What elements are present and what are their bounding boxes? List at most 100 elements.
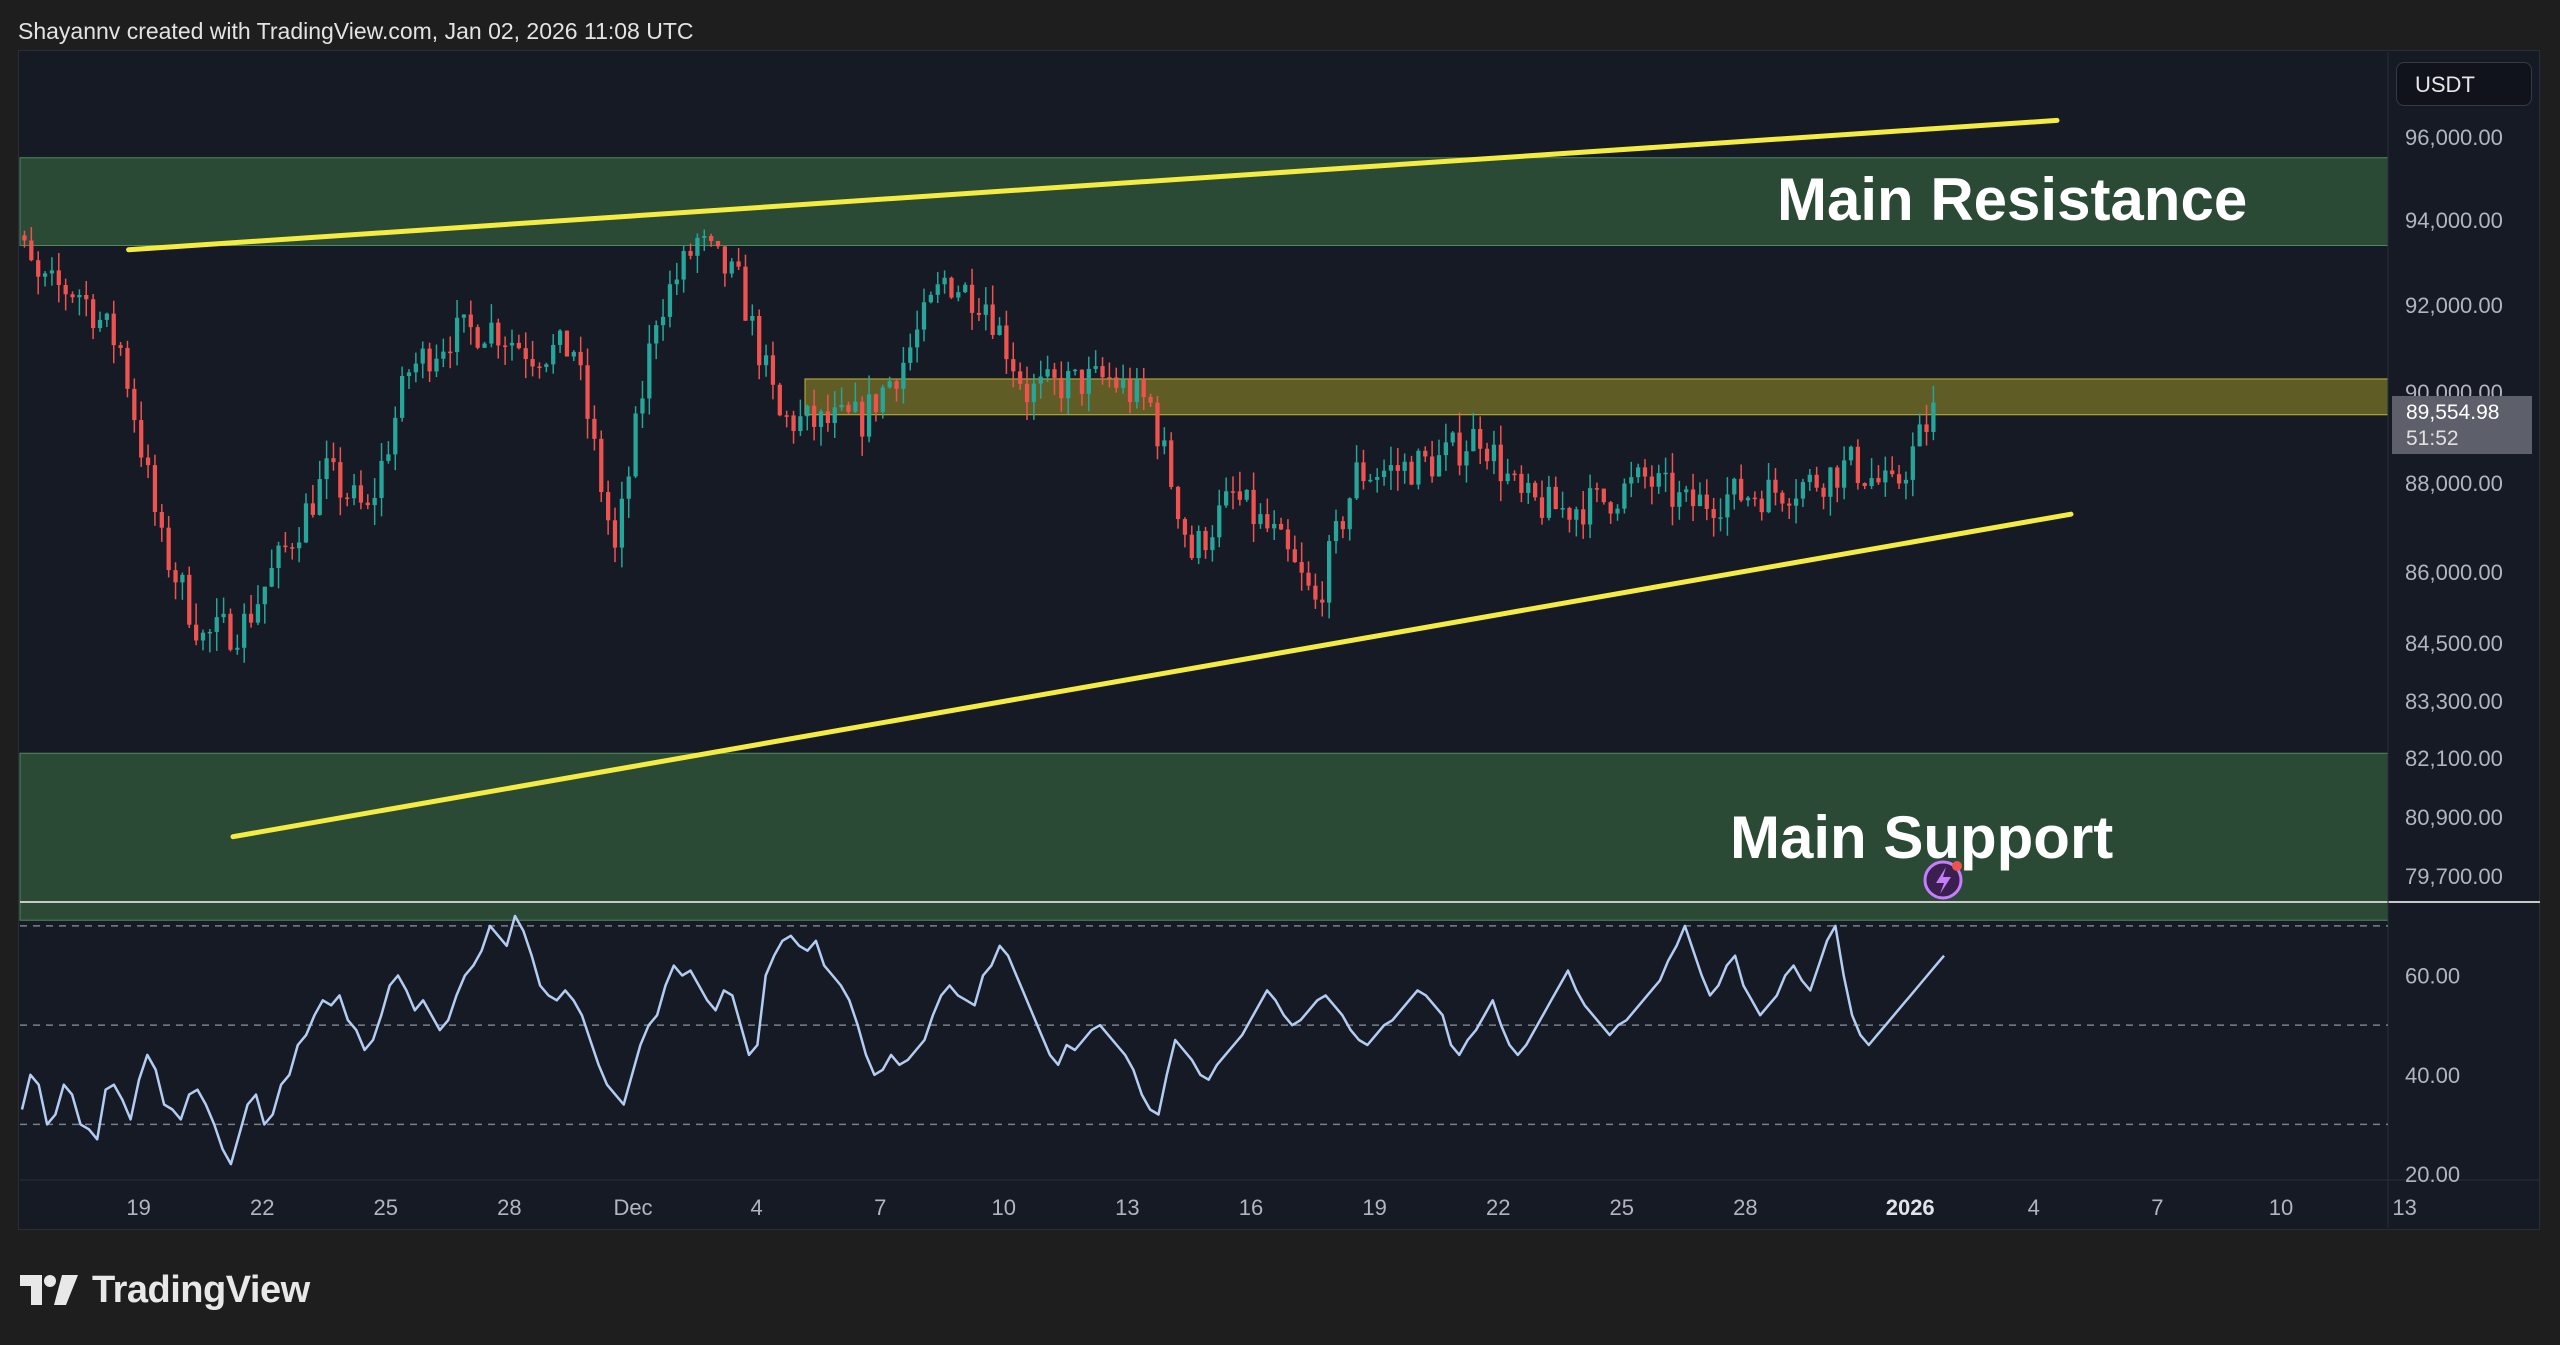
candle	[180, 572, 185, 600]
time-tick-label: 7	[2151, 1195, 2163, 1220]
candle	[1155, 395, 1160, 460]
candle-body	[461, 314, 467, 318]
candle-body	[235, 647, 240, 650]
candle	[324, 440, 329, 500]
candle	[949, 276, 954, 300]
candle-body	[489, 322, 494, 344]
candle-body	[674, 279, 679, 285]
price-tick-label: 92,000.00	[2405, 293, 2503, 318]
candle	[406, 369, 412, 389]
candle-body	[557, 330, 563, 345]
zone-main-support	[19, 752, 2389, 921]
price-tick-label: 84,500.00	[2405, 631, 2503, 656]
candle-body	[832, 407, 837, 424]
candle	[1663, 457, 1668, 493]
candle	[1375, 468, 1380, 493]
price-tick-label: 94,000.00	[2405, 208, 2503, 233]
candle	[1430, 440, 1435, 483]
candle	[228, 608, 233, 652]
candle	[1265, 498, 1270, 533]
candle-body	[1045, 369, 1050, 377]
candle-body	[1546, 486, 1551, 518]
candle-body	[503, 345, 508, 347]
candle-body	[729, 261, 734, 274]
alert-icon[interactable]	[1923, 860, 1963, 900]
candle-body	[1519, 473, 1524, 493]
candle-body	[1636, 467, 1641, 478]
price-tick-label: 88,000.00	[2405, 471, 2503, 496]
tradingview-brand: TradingView	[92, 1268, 310, 1311]
candle	[1629, 461, 1634, 498]
candle-body	[599, 438, 604, 493]
candle	[1642, 459, 1648, 489]
candle	[1546, 475, 1551, 521]
candle-body	[743, 266, 748, 321]
candle-body	[187, 574, 192, 625]
candle	[152, 454, 158, 526]
candle	[1436, 439, 1442, 477]
candle-body	[1217, 505, 1222, 538]
candle	[736, 248, 741, 270]
candle	[695, 233, 700, 274]
candle	[1883, 456, 1888, 497]
candle	[709, 233, 714, 247]
candle	[1292, 535, 1297, 563]
candle-body	[1690, 489, 1696, 507]
candle-body	[1574, 509, 1579, 520]
candle-body	[688, 251, 693, 256]
candle-body	[338, 462, 343, 498]
candle-body	[1148, 396, 1153, 403]
candle-body	[1169, 440, 1174, 487]
candle-body	[1436, 455, 1442, 477]
candle-body	[1807, 474, 1812, 483]
candle	[1697, 482, 1703, 507]
candle-body	[1553, 486, 1558, 510]
candle-body	[1883, 470, 1888, 483]
candle	[1491, 430, 1497, 475]
candle	[29, 227, 34, 262]
candle-body	[1333, 521, 1339, 542]
candle	[1814, 466, 1819, 492]
candle	[1910, 432, 1915, 497]
candle	[509, 329, 515, 361]
candle	[1072, 368, 1078, 376]
candle	[873, 393, 879, 422]
candle-body	[448, 351, 453, 354]
candle	[448, 336, 453, 369]
candle	[461, 314, 467, 333]
candle-body	[784, 415, 789, 417]
candle-body	[1052, 369, 1057, 378]
trendlines-layer	[126, 117, 2074, 840]
candle	[139, 401, 144, 467]
candle	[1931, 385, 1936, 441]
candle	[619, 481, 624, 568]
candle	[599, 430, 604, 503]
candle-body	[1210, 537, 1215, 551]
candle-body	[1066, 370, 1071, 399]
candle	[1306, 561, 1311, 591]
candle-body	[393, 417, 398, 455]
candle	[557, 329, 563, 354]
time-tick-label: 22	[1486, 1195, 1510, 1220]
candle-body	[777, 384, 782, 416]
candle	[1649, 465, 1654, 505]
candle	[1924, 404, 1929, 446]
currency-selector[interactable]: USDT	[2396, 62, 2532, 106]
candle	[77, 289, 82, 316]
candle-body	[324, 458, 329, 480]
candle	[1114, 367, 1119, 393]
candle	[1210, 525, 1215, 562]
candle	[1031, 373, 1036, 420]
candle	[1381, 459, 1387, 486]
candle-body	[846, 404, 851, 412]
rsi-line	[20, 914, 1945, 1166]
candle-body	[104, 313, 109, 320]
candle-body	[1278, 523, 1284, 530]
candle	[647, 324, 652, 415]
candle-body	[1265, 514, 1270, 529]
chart-frame[interactable]	[18, 50, 2540, 1230]
candle-body	[1869, 478, 1874, 487]
candle	[454, 300, 460, 366]
candle-body	[1354, 462, 1359, 499]
